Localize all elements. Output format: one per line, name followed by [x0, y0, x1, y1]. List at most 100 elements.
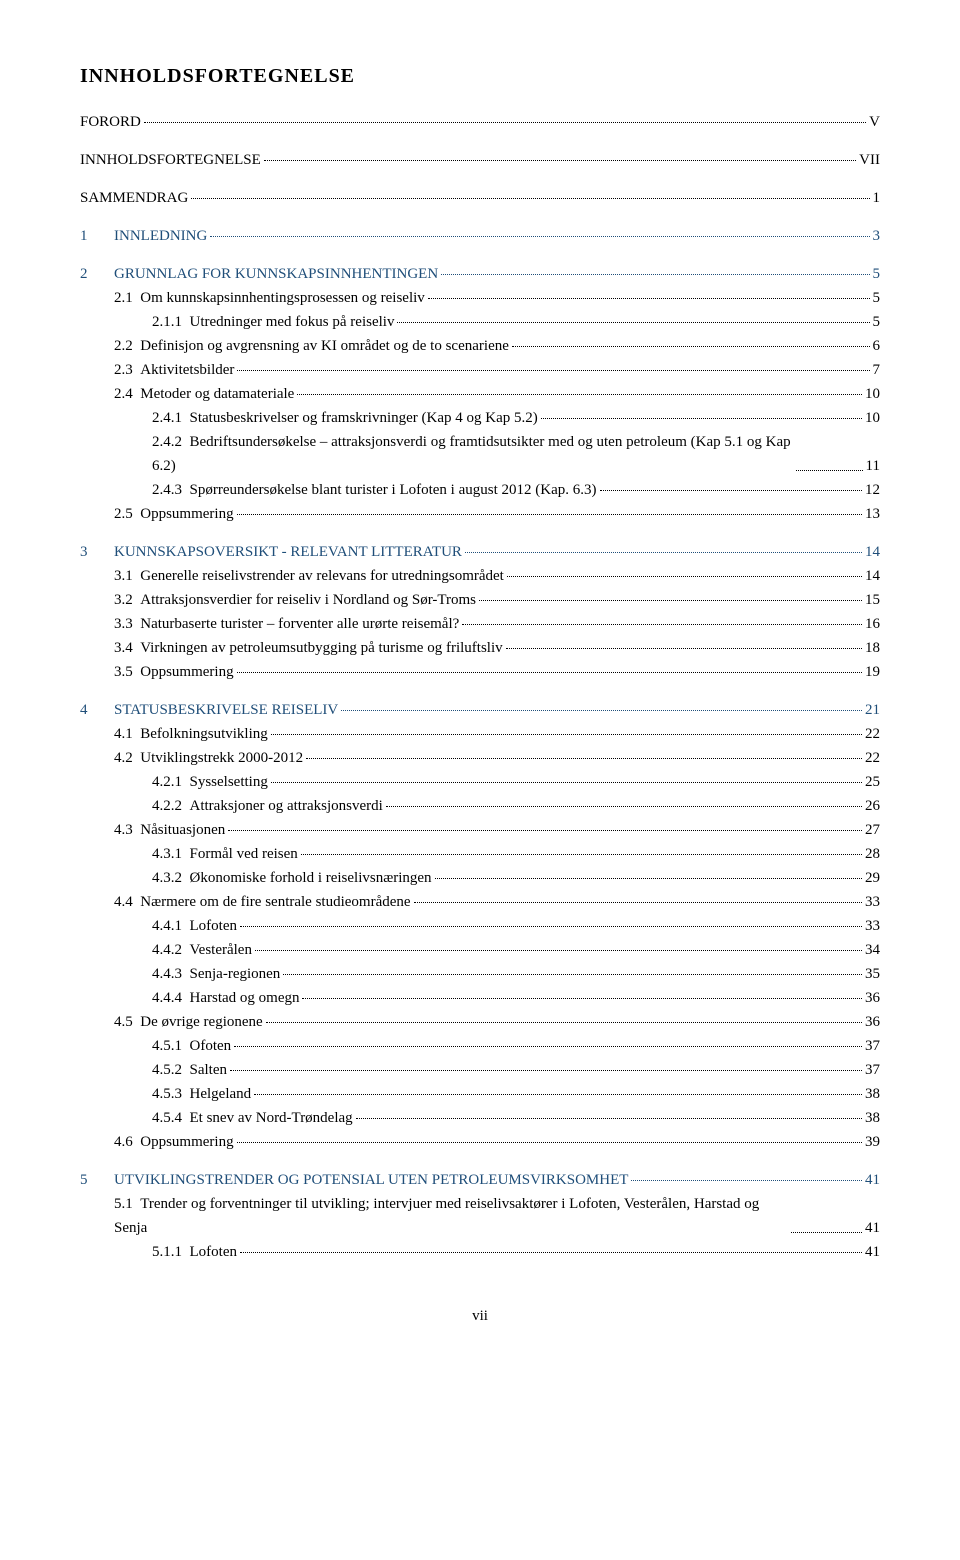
toc-entry: 5.1.1 Lofoten41: [80, 1240, 880, 1264]
toc-entry-label: 2.5 Oppsummering: [114, 502, 234, 526]
toc-entry-page: 21: [865, 698, 880, 722]
toc-leader-dots: [512, 346, 870, 347]
toc-entry-text: Sysselsetting: [190, 774, 268, 790]
toc-entry-label: 2.4 Metoder og datamateriale: [114, 382, 294, 406]
toc-entry-label: 2.1 Om kunnskapsinnhentingsprosessen og …: [114, 286, 425, 310]
toc-entry-page: 16: [865, 612, 880, 636]
toc-entry: 3.3 Naturbaserte turister – forventer al…: [80, 612, 880, 636]
toc-entry: 2.4 Metoder og datamateriale 10: [80, 382, 880, 406]
toc-entry: 2.1 Om kunnskapsinnhentingsprosessen og …: [80, 286, 880, 310]
toc-entry: 4STATUSBESKRIVELSE REISELIV21: [80, 698, 880, 722]
toc-title: INNHOLDSFORTEGNELSE: [80, 60, 880, 92]
toc-leader-dots: [507, 576, 862, 577]
toc-entry-text: De øvrige regionene: [140, 1014, 262, 1030]
toc-entry-page: 29: [865, 866, 880, 890]
toc-entry-number: 4.2.2: [152, 798, 182, 814]
toc-entry-text: Utviklingstrekk 2000-2012: [140, 750, 303, 766]
toc-leader-dots: [228, 830, 862, 831]
toc-entry-page: 41: [865, 1216, 880, 1240]
toc-entry-label: 4.2 Utviklingstrekk 2000-2012: [114, 746, 303, 770]
toc-entry-label: 3KUNNSKAPSOVERSIKT - RELEVANT LITTERATUR: [80, 540, 462, 564]
toc-entry: 3.2 Attraksjonsverdier for reiseliv i No…: [80, 588, 880, 612]
toc-leader-dots: [796, 470, 863, 471]
toc-entry: 4.4.2 Vesterålen34: [80, 938, 880, 962]
toc-entry-text: Lofoten: [190, 1244, 237, 1260]
toc-entry-text: Attraksjonsverdier for reiseliv i Nordla…: [140, 592, 476, 608]
toc-leader-dots: [264, 160, 856, 161]
toc-entry-page: 33: [865, 914, 880, 938]
toc-entry-label: 4.4.1 Lofoten: [152, 914, 237, 938]
toc-entry-label: 1INNLEDNING: [80, 224, 207, 248]
toc-entry-label: SAMMENDRAG: [80, 186, 188, 210]
toc-entry: 4.4.3 Senja-regionen35: [80, 962, 880, 986]
toc-entry-number: 2.4.3: [152, 482, 182, 498]
toc-leader-dots: [791, 1232, 862, 1233]
toc-leader-dots: [386, 806, 862, 807]
toc-entry-label: 4.4.4 Harstad og omegn: [152, 986, 299, 1010]
toc-entry: 4.4 Nærmere om de fire sentrale studieom…: [80, 890, 880, 914]
toc-entry-number: 3.4: [114, 640, 133, 656]
toc-entry: 4.2 Utviklingstrekk 2000-201222: [80, 746, 880, 770]
toc-entry: 2.5 Oppsummering 13: [80, 502, 880, 526]
toc-leader-dots: [255, 950, 862, 951]
toc-leader-dots: [240, 1252, 862, 1253]
toc-entry-text: Formål ved reisen: [190, 846, 298, 862]
toc-entry-page: 37: [865, 1034, 880, 1058]
toc-entry: 3.5 Oppsummering19: [80, 660, 880, 684]
toc-entry-number: 4.3: [114, 822, 133, 838]
toc-leader-dots: [465, 552, 862, 553]
toc-entry-page: 28: [865, 842, 880, 866]
toc-entry-label: 5.1.1 Lofoten: [152, 1240, 237, 1264]
toc-entry-page: 41: [865, 1168, 880, 1192]
toc-entry-number: 2.1.1: [152, 314, 182, 330]
toc-entry: 4.1 Befolkningsutvikling22: [80, 722, 880, 746]
toc-entry-label: 2.2 Definisjon og avgrensning av KI områ…: [114, 334, 509, 358]
toc-leader-dots: [356, 1118, 862, 1119]
toc-entry-text: Vesterålen: [190, 942, 252, 958]
toc-entry-label: 3.1 Generelle reiselivstrender av releva…: [114, 564, 504, 588]
toc-entry-number: 2.2: [114, 338, 133, 354]
toc-entry-text: Salten: [190, 1062, 228, 1078]
toc-entry: 3KUNNSKAPSOVERSIKT - RELEVANT LITTERATUR…: [80, 540, 880, 564]
toc-entry-label: 5UTVIKLINGSTRENDER OG POTENSIAL UTEN PET…: [80, 1168, 628, 1192]
toc-entry-number: 3: [80, 540, 114, 564]
toc-entry-text: Spørreundersøkelse blant turister i Lofo…: [190, 482, 597, 498]
toc-entry-number: 4.4.2: [152, 942, 182, 958]
toc-entry: 2.1.1 Utredninger med fokus på reiseliv 5: [80, 310, 880, 334]
toc-entry-number: 2.5: [114, 506, 133, 522]
toc-entry-page: 25: [865, 770, 880, 794]
toc-entry-label: FORORD: [80, 110, 141, 134]
toc-entry-text: Oppsummering: [140, 1134, 233, 1150]
toc-entry-page: 14: [865, 540, 880, 564]
toc-entry-text: Oppsummering: [140, 664, 233, 680]
toc-entry-text: Virkningen av petroleumsutbygging på tur…: [140, 640, 502, 656]
toc-entry-label: 4.2.2 Attraksjoner og attraksjonsverdi: [152, 794, 383, 818]
toc-entry-label: 4.5.3 Helgeland: [152, 1082, 251, 1106]
toc-leader-dots: [441, 274, 869, 275]
toc-entry-number: 4.4: [114, 894, 133, 910]
toc-entry-text: Nåsituasjonen: [140, 822, 225, 838]
toc-entry-page: 18: [865, 636, 880, 660]
toc-entry-number: 2.4: [114, 386, 133, 402]
toc-entry: 1INNLEDNING3: [80, 224, 880, 248]
toc-entry-number: 2.4.1: [152, 410, 182, 426]
toc-entry-number: 4.5.1: [152, 1038, 182, 1054]
toc-entry-page: 13: [865, 502, 880, 526]
toc-entry-page: 26: [865, 794, 880, 818]
toc-entry-label: INNHOLDSFORTEGNELSE: [80, 148, 261, 172]
toc-entry-number: 4.5.3: [152, 1086, 182, 1102]
toc-entry-text: UTVIKLINGSTRENDER OG POTENSIAL UTEN PETR…: [114, 1172, 628, 1188]
toc-leader-dots: [271, 734, 862, 735]
toc-leader-dots: [541, 418, 862, 419]
toc-entry-page: 33: [865, 890, 880, 914]
toc-entry-label: 2.4.1 Statusbeskrivelser og framskrivnin…: [152, 406, 538, 430]
toc-entry-number: 4.6: [114, 1134, 133, 1150]
toc-entry-label: 2.1.1 Utredninger med fokus på reiseliv: [152, 310, 394, 334]
toc-entry-page: 10: [865, 382, 880, 406]
toc-entry-number: 5.1: [114, 1196, 133, 1212]
toc-entry-text: Definisjon og avgrensning av KI området …: [140, 338, 509, 354]
toc-entry-page: 5: [873, 310, 881, 334]
toc-entry-number: 4.3.1: [152, 846, 182, 862]
toc-entry-page: 5: [873, 286, 881, 310]
toc-entry-text: Befolkningsutvikling: [140, 726, 268, 742]
